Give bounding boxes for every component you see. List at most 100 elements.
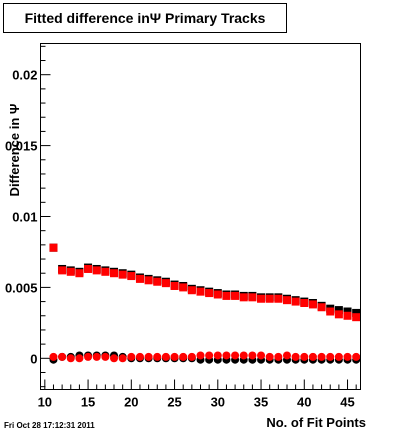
data-point-square xyxy=(352,313,361,322)
plot-frame xyxy=(40,43,361,390)
data-point-square xyxy=(135,274,144,283)
data-point-circle xyxy=(75,354,84,363)
x-tick-label: 35 xyxy=(254,395,268,410)
data-point-square xyxy=(257,294,266,303)
data-point-circle xyxy=(161,352,170,361)
data-point-square xyxy=(92,266,101,275)
data-point-circle xyxy=(196,351,205,360)
data-point-square xyxy=(317,303,326,312)
data-point-square xyxy=(265,294,274,303)
data-point-square xyxy=(49,243,58,252)
data-point-circle xyxy=(101,352,110,361)
data-point-square xyxy=(300,299,309,307)
data-point-square xyxy=(326,307,335,316)
data-point-circle xyxy=(170,352,179,361)
data-point-square xyxy=(118,270,127,279)
data-point-circle xyxy=(257,351,266,360)
data-point-square xyxy=(58,266,67,275)
data-point-circle xyxy=(58,352,67,361)
data-point-square xyxy=(101,267,110,276)
data-point-circle xyxy=(144,352,153,361)
data-point-circle xyxy=(222,351,231,360)
data-point-square xyxy=(343,311,352,320)
data-point-circle xyxy=(308,352,317,361)
data-point-square xyxy=(66,267,75,276)
data-point-circle xyxy=(343,352,352,361)
data-point-circle xyxy=(352,352,361,361)
data-point-circle xyxy=(153,352,162,361)
data-marks xyxy=(49,243,361,364)
data-point-circle xyxy=(135,352,144,361)
data-point-square xyxy=(213,290,222,299)
series-3 xyxy=(49,351,361,363)
data-point-square xyxy=(352,308,361,317)
x-axis-title: No. of Fit Points xyxy=(266,415,366,430)
x-tick-label: 40 xyxy=(297,395,311,410)
y-tick-label: 0.015 xyxy=(5,139,38,154)
data-point-square xyxy=(274,294,283,303)
data-point-circle xyxy=(282,351,291,360)
data-point-square xyxy=(153,277,162,286)
data-point-square xyxy=(144,276,153,285)
data-point-square xyxy=(231,291,240,300)
chart-title: Fitted difference inΨ Primary Tracks xyxy=(25,10,266,26)
x-tick-label: 10 xyxy=(38,395,52,410)
series-1 xyxy=(49,243,361,322)
data-point-square xyxy=(222,291,231,300)
data-point-square xyxy=(161,279,170,288)
data-point-circle xyxy=(213,351,222,360)
title-box: Fitted difference inΨ Primary Tracks xyxy=(3,3,287,33)
data-point-square xyxy=(205,289,214,298)
data-point-circle xyxy=(49,352,58,361)
x-tick-label: 45 xyxy=(340,395,354,410)
data-point-square xyxy=(75,269,84,278)
data-point-circle xyxy=(274,352,283,361)
data-point-circle xyxy=(248,351,257,360)
data-point-circle xyxy=(179,352,188,361)
data-point-square xyxy=(84,264,93,273)
data-point-square xyxy=(239,293,248,302)
data-point-circle xyxy=(66,354,75,363)
data-point-square xyxy=(334,306,343,315)
data-point-square xyxy=(110,269,119,278)
data-point-square xyxy=(127,272,136,281)
x-tick-label: 15 xyxy=(81,395,95,410)
data-point-circle xyxy=(84,352,93,361)
data-point-square xyxy=(291,297,300,306)
y-tick-label: 0.005 xyxy=(5,280,38,295)
datestamp: Fri Oct 28 17:12:31 2011 xyxy=(4,421,95,430)
data-point-square xyxy=(170,281,179,290)
data-point-circle xyxy=(317,352,326,361)
data-point-square xyxy=(282,296,291,305)
data-point-square xyxy=(343,307,352,316)
data-point-circle xyxy=(326,352,335,361)
data-point-circle xyxy=(187,352,196,361)
y-axis-title: Difference in Ψ xyxy=(7,104,22,197)
data-point-square xyxy=(187,286,196,295)
data-point-circle xyxy=(239,351,248,360)
y-tick-label: 0.01 xyxy=(12,210,37,225)
x-tick-label: 30 xyxy=(211,395,225,410)
data-point-square xyxy=(248,293,257,302)
data-point-circle xyxy=(118,354,127,363)
data-point-square xyxy=(308,300,317,309)
data-point-circle xyxy=(300,352,309,361)
data-point-circle xyxy=(265,352,274,361)
data-point-circle xyxy=(231,351,240,360)
data-point-circle xyxy=(334,352,343,361)
axes: 10 15 20 25 30 35 40 45 0 0.005 0.01 0.015 0.02 xyxy=(5,45,357,410)
data-point-circle xyxy=(205,351,214,360)
data-point-circle xyxy=(291,352,300,361)
data-point-circle xyxy=(92,352,101,361)
data-point-square xyxy=(196,287,205,296)
title-frame xyxy=(3,3,287,33)
y-tick-label: 0.02 xyxy=(12,68,37,83)
data-point-square xyxy=(334,310,343,319)
x-tick-label: 20 xyxy=(124,395,138,410)
x-tick-label: 25 xyxy=(167,395,181,410)
data-point-circle xyxy=(110,354,119,363)
data-point-circle xyxy=(127,352,136,361)
data-point-square xyxy=(179,283,188,292)
y-tick-label: 0 xyxy=(30,351,37,366)
